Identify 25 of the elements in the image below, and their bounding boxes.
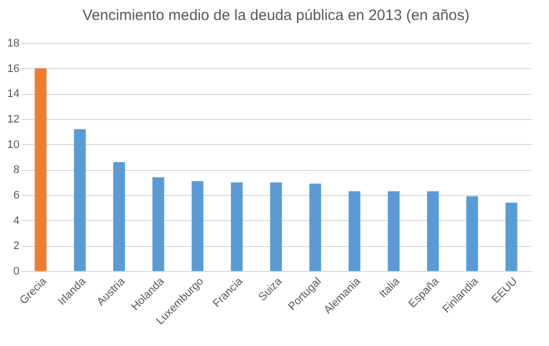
y-tick-label: 8 bbox=[13, 164, 20, 176]
bar bbox=[113, 162, 125, 271]
y-tick-label: 4 bbox=[13, 214, 20, 227]
y-tick-label: 12 bbox=[7, 114, 20, 126]
bar bbox=[348, 191, 360, 271]
bar bbox=[192, 181, 204, 271]
y-tick-label: 6 bbox=[13, 190, 20, 202]
bar bbox=[74, 129, 86, 271]
x-tick-label: Italia bbox=[377, 274, 403, 300]
y-tick-label: 16 bbox=[7, 62, 20, 75]
y-tick-label: 14 bbox=[7, 88, 20, 100]
bar bbox=[388, 191, 400, 271]
chart-title: Vencimiento medio de la deuda pública en 2013 (en años) bbox=[82, 7, 470, 24]
bar bbox=[230, 182, 243, 271]
bar bbox=[309, 184, 322, 271]
y-tick-label: 2 bbox=[13, 240, 20, 252]
bar bbox=[427, 191, 439, 271]
bar bbox=[152, 177, 164, 271]
y-tick-label: 0 bbox=[13, 266, 20, 278]
bar bbox=[34, 68, 46, 271]
y-tick-label: 10 bbox=[7, 138, 20, 151]
bar bbox=[270, 182, 282, 271]
y-tick-label: 18 bbox=[7, 38, 20, 50]
bar bbox=[466, 196, 478, 271]
bar bbox=[506, 202, 518, 271]
